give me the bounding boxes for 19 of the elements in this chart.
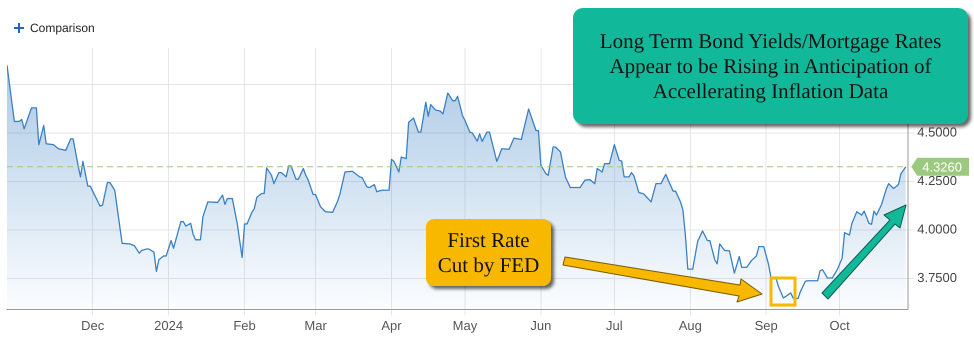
ref-line-label: 4.3260 [922, 159, 962, 174]
x-tick-label: Jul [606, 318, 623, 333]
x-tick-label: Oct [830, 318, 850, 333]
x-tick-label: Apr [381, 318, 402, 333]
annotation: Long Term Bond Yields/Mortgage Rates Appear to be Rising in Anticipation of Accellerating Inflation Data [598, 28, 942, 104]
x-tick-label: Sep [754, 318, 778, 333]
x-tick-label: Mar [304, 318, 328, 333]
x-tick-label: Aug [678, 318, 702, 333]
annotation: First Rate Cut by FED [436, 228, 540, 278]
x-tick-label: May [452, 318, 478, 333]
y-tick-label: 4.0000 [917, 222, 958, 237]
y-tick-label: 4.2500 [917, 173, 958, 188]
x-tick-label: 2024 [154, 318, 184, 333]
x-tick-label: Feb [233, 318, 256, 333]
x-tick-label: Jun [530, 318, 552, 333]
y-tick-label: 3.7500 [917, 270, 958, 285]
y-tick-label: 4.5000 [917, 124, 958, 140]
x-tick-label: Dec [81, 318, 105, 333]
text: Comparison [30, 21, 95, 35]
